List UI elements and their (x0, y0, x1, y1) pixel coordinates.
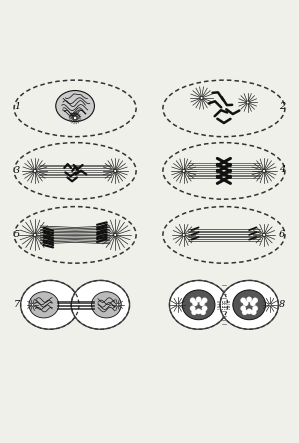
Circle shape (33, 169, 36, 172)
Text: 1: 1 (14, 102, 20, 112)
Text: 7: 7 (14, 300, 20, 309)
Circle shape (243, 301, 248, 306)
Circle shape (246, 309, 252, 314)
Circle shape (196, 297, 201, 302)
Circle shape (269, 303, 271, 306)
Ellipse shape (29, 292, 59, 318)
Text: 3: 3 (14, 167, 20, 175)
Circle shape (242, 310, 247, 315)
Circle shape (33, 233, 36, 237)
Circle shape (250, 301, 255, 306)
Circle shape (73, 116, 77, 120)
Circle shape (251, 310, 256, 315)
Circle shape (202, 298, 207, 303)
Circle shape (177, 303, 179, 306)
Ellipse shape (21, 280, 79, 329)
Circle shape (263, 233, 266, 237)
Text: 8: 8 (279, 300, 285, 309)
Ellipse shape (182, 290, 215, 320)
Ellipse shape (91, 292, 121, 318)
Circle shape (191, 310, 197, 315)
Text: 5: 5 (14, 230, 20, 239)
Circle shape (252, 298, 258, 303)
Circle shape (117, 303, 119, 306)
Circle shape (246, 297, 252, 302)
Circle shape (182, 233, 185, 237)
Circle shape (202, 306, 207, 311)
Circle shape (252, 306, 258, 311)
Text: 4: 4 (279, 165, 285, 174)
Circle shape (114, 233, 117, 237)
Circle shape (182, 169, 185, 172)
Circle shape (114, 169, 117, 172)
Ellipse shape (170, 280, 228, 329)
Circle shape (199, 301, 205, 306)
Circle shape (200, 310, 206, 315)
Ellipse shape (233, 290, 266, 320)
Text: 6: 6 (279, 230, 285, 239)
Circle shape (241, 306, 246, 311)
Circle shape (241, 298, 246, 303)
Circle shape (31, 303, 34, 306)
Circle shape (246, 101, 249, 104)
Circle shape (196, 309, 201, 314)
Text: 2: 2 (279, 102, 285, 112)
Ellipse shape (220, 280, 278, 329)
Ellipse shape (56, 90, 94, 121)
Circle shape (192, 301, 198, 306)
Circle shape (200, 97, 203, 100)
Ellipse shape (71, 280, 129, 329)
Circle shape (190, 298, 195, 303)
Circle shape (190, 306, 195, 311)
Circle shape (263, 169, 266, 172)
